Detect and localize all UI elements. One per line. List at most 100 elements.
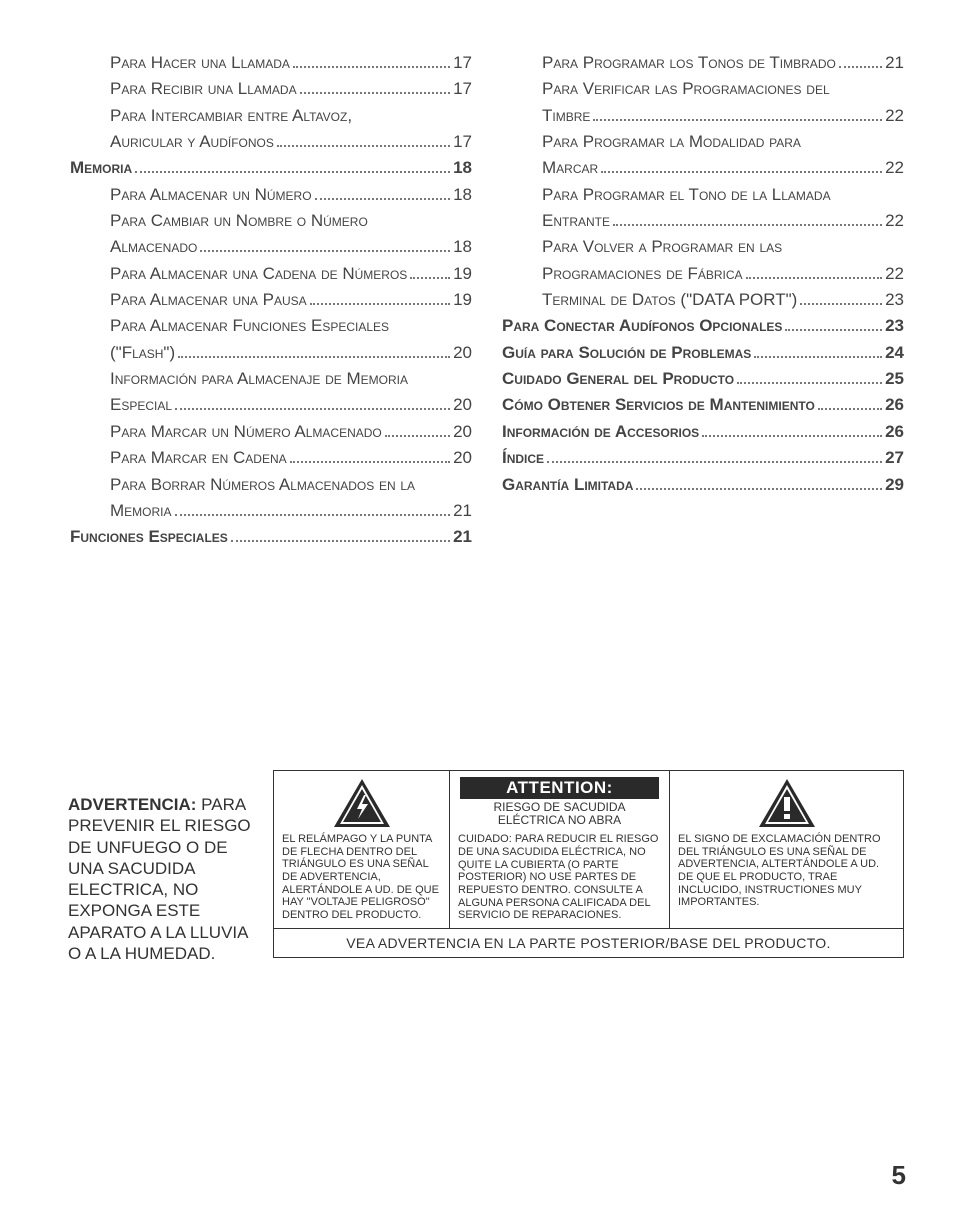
toc-entry: Garantía Limitada 29 — [502, 472, 904, 498]
warning-exclaim-cell: EL SIGNO DE EXCLAMACIÓN DENTRO DEL TRIÁN… — [669, 771, 903, 928]
toc-page-number: 21 — [885, 50, 904, 76]
toc-entry-text: Timbre — [542, 103, 590, 129]
toc-entry-text: Para Conectar Audífonos Opcionales — [502, 313, 782, 339]
toc-entry-text: Garantía Limitada — [502, 472, 633, 498]
warning-section: ADVERTENCIA: PARA PREVENIR EL RIESGO DE … — [68, 770, 904, 964]
toc-entry-text: Programaciones de Fábrica — [542, 261, 743, 287]
attention-title: ATTENTION: — [460, 777, 659, 799]
toc-left-column: Para Hacer una Llamada17Para Recibir una… — [70, 50, 472, 551]
toc-page-number: 20 — [453, 445, 472, 471]
toc-entry: Para Programar la Modalidad para — [502, 129, 904, 155]
toc-dots — [601, 171, 882, 173]
toc-dots — [785, 329, 882, 331]
toc-entry: Programaciones de Fábrica22 — [502, 261, 904, 287]
toc-entry-text: Para Almacenar una Cadena de Números — [110, 261, 407, 287]
toc-page-number: 23 — [885, 287, 904, 313]
toc-entry: Para Almacenar un Número18 — [70, 182, 472, 208]
toc-page-number: 21 — [453, 498, 472, 524]
toc-page-number: 21 — [453, 524, 472, 550]
exclamation-triangle-icon — [757, 777, 817, 829]
toc-entry: Para Marcar en Cadena 20 — [70, 445, 472, 471]
toc-dots — [200, 250, 450, 252]
warning-bottom-text: VEA ADVERTENCIA EN LA PARTE POSTERIOR/BA… — [274, 929, 903, 957]
toc-entry: Memoria 21 — [70, 498, 472, 524]
toc-dots — [613, 224, 882, 226]
toc-dots — [310, 303, 450, 305]
toc-dots — [746, 277, 883, 279]
toc-dots — [839, 66, 882, 68]
toc-dots — [818, 408, 882, 410]
toc-dots — [385, 435, 450, 437]
toc-dots — [702, 435, 882, 437]
toc-dots — [175, 514, 451, 516]
toc-page-number: 27 — [885, 445, 904, 471]
toc-dots — [277, 145, 450, 147]
bolt-text: EL RELÁMPAGO Y LA PUNTA DE FLECHA DENTRO… — [282, 833, 441, 921]
attention-sub-1: RIESGO DE SACUDIDA — [493, 800, 625, 814]
toc-page-number: 17 — [453, 76, 472, 102]
toc-entry: Para Cambiar un Nombre o Número — [70, 208, 472, 234]
toc-entry: Para Marcar un Número Almacenado 20 — [70, 419, 472, 445]
toc-page-number: 19 — [453, 287, 472, 313]
toc-entry: Especial20 — [70, 392, 472, 418]
toc-dots — [290, 461, 450, 463]
toc-page-number: 19 — [453, 261, 472, 287]
toc-entry-text: Memoria — [70, 155, 132, 181]
toc-entry: Cómo Obtener Servicios de Mantenimiento 2… — [502, 392, 904, 418]
toc-dots — [800, 303, 882, 305]
toc-dots — [231, 540, 450, 542]
warning-header: ADVERTENCIA: — [68, 795, 196, 814]
toc-page-number: 22 — [885, 208, 904, 234]
toc-page-number: 29 — [885, 472, 904, 498]
table-of-contents: Para Hacer una Llamada17Para Recibir una… — [70, 50, 904, 551]
toc-entry: Marcar22 — [502, 155, 904, 181]
toc-entry: Funciones Especiales 21 — [70, 524, 472, 550]
warning-attention-cell: ATTENTION: RIESGO DE SACUDIDA ELÉCTRICA … — [449, 771, 669, 928]
lightning-triangle-icon — [332, 777, 392, 829]
toc-entry-text: Cuidado General del Producto — [502, 366, 734, 392]
toc-page-number: 26 — [885, 419, 904, 445]
toc-entry-text: Memoria — [110, 498, 172, 524]
toc-entry: ("Flash") 20 — [70, 340, 472, 366]
toc-page-number: 26 — [885, 392, 904, 418]
toc-page-number: 17 — [453, 50, 472, 76]
exclaim-text: EL SIGNO DE EXCLAMACIÓN DENTRO DEL TRIÁN… — [678, 833, 895, 909]
toc-entry-text: Cómo Obtener Servicios de Mantenimiento — [502, 392, 815, 418]
toc-entry-text: ("Flash") — [110, 340, 175, 366]
toc-entry-text: Para Hacer una Llamada — [110, 50, 290, 76]
toc-entry: Para Conectar Audífonos Opcionales23 — [502, 313, 904, 339]
toc-entry-text: Para Marcar un Número Almacenado — [110, 419, 382, 445]
toc-entry-text: Para Verificar las Programaciones del — [542, 76, 830, 102]
toc-entry: Terminal de Datos ("DATA PORT")23 — [502, 287, 904, 313]
toc-right-column: Para Programar los Tonos de Timbrado21Pa… — [502, 50, 904, 551]
toc-entry: Índice 27 — [502, 445, 904, 471]
toc-entry-text: Funciones Especiales — [70, 524, 228, 550]
toc-page-number: 20 — [453, 340, 472, 366]
toc-entry: Para Volver a Programar en las — [502, 234, 904, 260]
toc-entry: Para Hacer una Llamada 17 — [70, 50, 472, 76]
toc-entry: Almacenado18 — [70, 234, 472, 260]
toc-entry-text: Para Cambiar un Nombre o Número — [110, 208, 368, 234]
toc-entry: Auricular y Audífonos17 — [70, 129, 472, 155]
toc-entry: Para Almacenar Funciones Especiales — [70, 313, 472, 339]
toc-dots — [410, 277, 450, 279]
attention-sub-2: ELÉCTRICA NO ABRA — [498, 813, 621, 827]
toc-dots — [293, 66, 450, 68]
toc-page-number: 22 — [885, 103, 904, 129]
toc-dots — [754, 356, 882, 358]
toc-entry: Para Almacenar una Pausa19 — [70, 287, 472, 313]
toc-entry: Información para Almacenaje de Memoria — [70, 366, 472, 392]
toc-page-number: 17 — [453, 129, 472, 155]
toc-entry-text: Índice — [502, 445, 544, 471]
toc-entry-text: Para Programar el Tono de la Llamada — [542, 182, 831, 208]
attention-subtitle: RIESGO DE SACUDIDA ELÉCTRICA NO ABRA — [458, 799, 661, 833]
warning-body: PARA PREVENIR EL RIESGO DE UNFUEGO O DE … — [68, 795, 251, 963]
toc-entry: Cuidado General del Producto25 — [502, 366, 904, 392]
toc-dots — [636, 488, 882, 490]
toc-page-number: 18 — [453, 155, 472, 181]
toc-entry-text: Para Marcar en Cadena — [110, 445, 287, 471]
toc-entry: Para Borrar Números Almacenados en la — [70, 472, 472, 498]
attention-body: CUIDADO: PARA REDUCIR EL RIESGO DE UNA S… — [458, 833, 661, 921]
toc-page-number: 20 — [453, 419, 472, 445]
warning-top-row: EL RELÁMPAGO Y LA PUNTA DE FLECHA DENTRO… — [274, 771, 903, 929]
